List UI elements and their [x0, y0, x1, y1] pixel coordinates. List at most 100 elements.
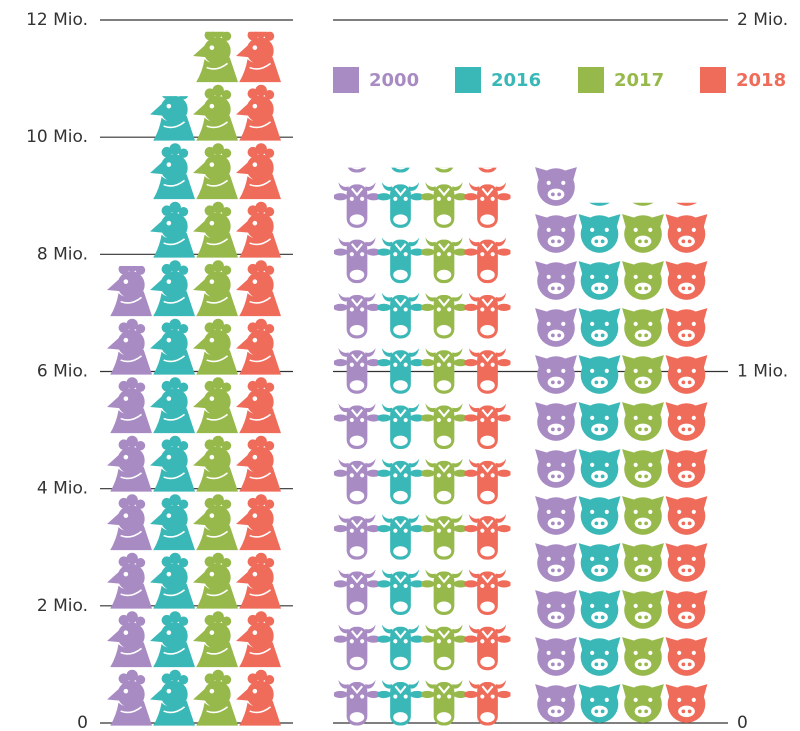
- icon: [106, 668, 152, 727]
- icon: [535, 590, 577, 629]
- icon: [192, 551, 238, 610]
- icon: [377, 402, 424, 451]
- icon: [421, 568, 467, 617]
- icon: [421, 181, 467, 229]
- icon: [334, 167, 380, 174]
- icon: [578, 543, 621, 582]
- icon: [235, 551, 281, 610]
- icon: [149, 668, 195, 727]
- icon: [235, 317, 281, 376]
- y-tick-label: 8 Mio.: [37, 244, 88, 264]
- y2-tick-label: 0: [737, 713, 748, 731]
- icon: [235, 142, 281, 200]
- icon: [192, 142, 238, 200]
- icon: [377, 623, 424, 672]
- icon: [464, 513, 511, 561]
- icon: [377, 568, 424, 617]
- icon: [334, 568, 380, 617]
- icon: [578, 590, 621, 629]
- icon: [334, 236, 380, 285]
- legend-swatch: [700, 67, 726, 93]
- icon: [334, 291, 380, 340]
- icon: [578, 214, 621, 253]
- legend-swatch: [578, 67, 604, 93]
- icon-column: [235, 31, 281, 727]
- icon: [235, 376, 281, 434]
- icon: [665, 355, 708, 394]
- icon: [334, 457, 380, 506]
- icon: [235, 610, 281, 668]
- y-tick-label: 12 Mio.: [26, 10, 88, 30]
- icon: [421, 291, 467, 340]
- icon: [464, 167, 511, 174]
- icon: [535, 355, 577, 394]
- icon: [535, 167, 577, 206]
- icon: [106, 317, 152, 376]
- icon: [192, 317, 238, 376]
- icon: [535, 402, 577, 441]
- icon: [665, 202, 708, 206]
- icon: [149, 317, 195, 376]
- icon: [578, 637, 621, 676]
- icon: [665, 496, 708, 535]
- icon: [535, 261, 577, 300]
- icon: [665, 214, 708, 253]
- icon: [579, 120, 621, 159]
- icon-column: [192, 31, 238, 727]
- icon: [421, 623, 467, 672]
- icon: [235, 434, 281, 493]
- icon: [192, 259, 238, 317]
- icon: [535, 449, 577, 488]
- icon: [622, 214, 664, 253]
- icon: [464, 623, 511, 672]
- y-tick-label: 6 Mio.: [37, 362, 88, 382]
- icon: [666, 120, 708, 159]
- icon: [578, 308, 621, 347]
- icon-column: [149, 96, 195, 727]
- icon: [377, 236, 424, 285]
- icon: [377, 678, 424, 727]
- icon: [149, 434, 195, 493]
- icon: [665, 637, 708, 676]
- icon: [622, 543, 664, 582]
- y-tick-label: 4 Mio.: [37, 479, 88, 499]
- icon-column: [665, 120, 708, 723]
- icon-column: [421, 167, 467, 727]
- icon: [192, 200, 238, 259]
- icon: [665, 308, 708, 347]
- icon: [106, 434, 152, 493]
- icon: [149, 493, 195, 551]
- icon: [464, 236, 511, 285]
- icon: [334, 513, 380, 561]
- icon: [622, 402, 664, 441]
- icon: [192, 610, 238, 668]
- icon: [665, 449, 708, 488]
- icon: [665, 402, 708, 441]
- icon: [235, 83, 281, 142]
- legend-label: 2016: [491, 70, 541, 91]
- icon: [377, 167, 424, 174]
- icon: [665, 543, 708, 582]
- icon: [535, 684, 577, 723]
- icon: [464, 402, 511, 451]
- icon: [106, 266, 152, 317]
- icon-column: [106, 266, 152, 727]
- icon: [578, 355, 621, 394]
- legend-label: 2000: [369, 70, 419, 91]
- icon: [622, 308, 664, 347]
- icon-column: [334, 167, 380, 727]
- icon: [149, 610, 195, 668]
- icon: [149, 259, 195, 317]
- icon: [622, 590, 664, 629]
- icon: [421, 457, 467, 506]
- icon: [421, 513, 467, 561]
- icon: [235, 259, 281, 317]
- icon: [535, 308, 577, 347]
- icon: [235, 31, 281, 83]
- icon-column: [578, 120, 621, 723]
- icon: [334, 402, 380, 451]
- legend-swatch: [455, 67, 481, 93]
- icon: [149, 551, 195, 610]
- icon: [149, 142, 195, 200]
